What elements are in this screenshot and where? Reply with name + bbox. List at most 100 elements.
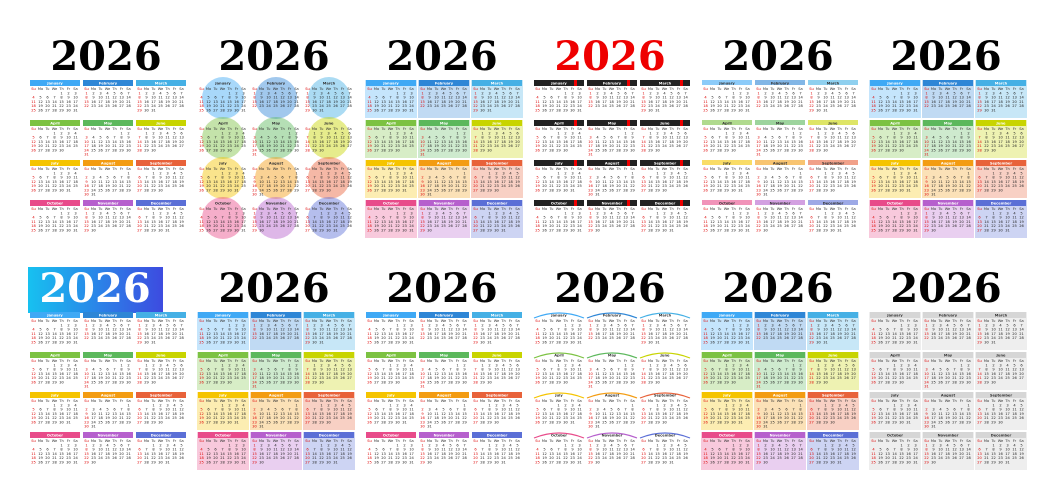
- day-number: 9: [817, 328, 820, 332]
- day-number: 4: [495, 92, 498, 96]
- month-name: March: [155, 81, 168, 85]
- calendar-title: 2026: [386, 265, 497, 312]
- day-number: 24: [427, 420, 432, 424]
- day-number: 8: [120, 368, 123, 372]
- day-number: 25: [367, 460, 372, 464]
- day-number: 3: [739, 364, 741, 368]
- day-number: 17: [91, 416, 96, 420]
- day-number: 3: [663, 364, 665, 368]
- day-number: 2: [631, 364, 633, 368]
- day-number: 27: [844, 104, 849, 108]
- day-number: 18: [434, 184, 439, 188]
- day-number: 4: [610, 92, 613, 96]
- day-number: 1: [631, 404, 633, 408]
- day-number: 28: [213, 420, 218, 424]
- day-number: 11: [91, 140, 96, 144]
- day-number: 9: [85, 180, 88, 184]
- day-number: 11: [745, 136, 750, 140]
- day-number: 6: [810, 176, 813, 180]
- weekday-label: Tu: [98, 127, 103, 131]
- day-number: 2: [235, 324, 237, 328]
- weekday-label: Sa: [745, 127, 749, 131]
- day-number: 1: [732, 324, 734, 328]
- day-number: 20: [441, 376, 446, 380]
- day-number: 11: [434, 412, 439, 416]
- day-number: 21: [287, 184, 292, 188]
- day-number: 14: [381, 372, 386, 376]
- day-number: 2: [596, 212, 598, 216]
- weekday-label: Sa: [179, 319, 183, 323]
- day-number: 12: [770, 372, 775, 376]
- day-number: 8: [253, 328, 256, 332]
- day-number: 19: [206, 224, 211, 228]
- day-number: 3: [410, 92, 412, 96]
- day-number: 14: [137, 372, 142, 376]
- day-number: 19: [273, 184, 278, 188]
- day-number: 3: [656, 92, 658, 96]
- weekday-label: Su: [588, 359, 593, 363]
- day-number: 30: [494, 188, 499, 192]
- day-number: 6: [207, 136, 210, 140]
- weekday-label: Th: [562, 87, 567, 91]
- day-number: 25: [745, 144, 750, 148]
- weekday-label: We: [662, 439, 668, 443]
- day-number: 6: [785, 176, 788, 180]
- day-number: 5: [166, 92, 168, 96]
- day-number: 27: [542, 148, 547, 152]
- day-number: 12: [952, 216, 957, 220]
- day-number: 28: [683, 104, 688, 108]
- day-number: 24: [738, 184, 743, 188]
- month-name: December: [487, 201, 508, 205]
- month-name: September: [486, 393, 509, 397]
- day-number: 28: [347, 104, 352, 108]
- day-number: 18: [844, 180, 849, 184]
- day-number: 15: [724, 180, 729, 184]
- day-number: 3: [757, 136, 759, 140]
- month-band: [366, 352, 416, 358]
- month-name: May: [440, 121, 449, 125]
- weekday-label: Mo: [595, 207, 600, 211]
- month-band: [419, 80, 469, 86]
- day-number: 31: [259, 193, 264, 197]
- weekday-label: We: [388, 207, 394, 211]
- day-number: 26: [347, 416, 352, 420]
- weekday-label: Tu: [381, 167, 386, 171]
- month-band: [366, 80, 416, 86]
- day-number: 19: [616, 332, 621, 336]
- weekday-label: Th: [668, 167, 673, 171]
- day-number: 27: [616, 188, 621, 192]
- day-number: 15: [420, 100, 425, 104]
- day-number: 18: [763, 376, 768, 380]
- weekday-label: Tu: [823, 127, 828, 131]
- day-number: 10: [991, 96, 996, 100]
- weekday-label: Tu: [434, 87, 439, 91]
- day-number: 27: [623, 336, 628, 340]
- weekday-label: We: [998, 167, 1004, 171]
- day-number: 31: [252, 153, 257, 157]
- day-number: 2: [799, 132, 801, 136]
- day-number: 1: [60, 324, 62, 328]
- day-number: 9: [932, 96, 935, 100]
- day-number: 13: [381, 452, 386, 456]
- day-number: 18: [577, 412, 582, 416]
- day-number: 30: [326, 228, 331, 232]
- day-number: 24: [98, 456, 103, 460]
- weekday-label: Tu: [381, 127, 386, 131]
- day-number: 17: [501, 220, 506, 224]
- day-number: 18: [609, 100, 614, 104]
- weekday-label: Th: [615, 207, 620, 211]
- day-number: 9: [824, 136, 827, 140]
- day-number: 29: [119, 148, 124, 152]
- day-number: 14: [126, 216, 131, 220]
- day-number: 24: [402, 184, 407, 188]
- day-number: 12: [179, 176, 184, 180]
- day-number: 18: [1012, 180, 1017, 184]
- day-number: 31: [570, 420, 575, 424]
- day-number: 6: [550, 328, 553, 332]
- day-number: 24: [333, 416, 338, 420]
- day-number: 22: [119, 376, 124, 380]
- day-number: 2: [253, 176, 255, 180]
- month-accent: [574, 80, 577, 86]
- day-number: 13: [1019, 136, 1024, 140]
- weekday-label: Su: [756, 127, 761, 131]
